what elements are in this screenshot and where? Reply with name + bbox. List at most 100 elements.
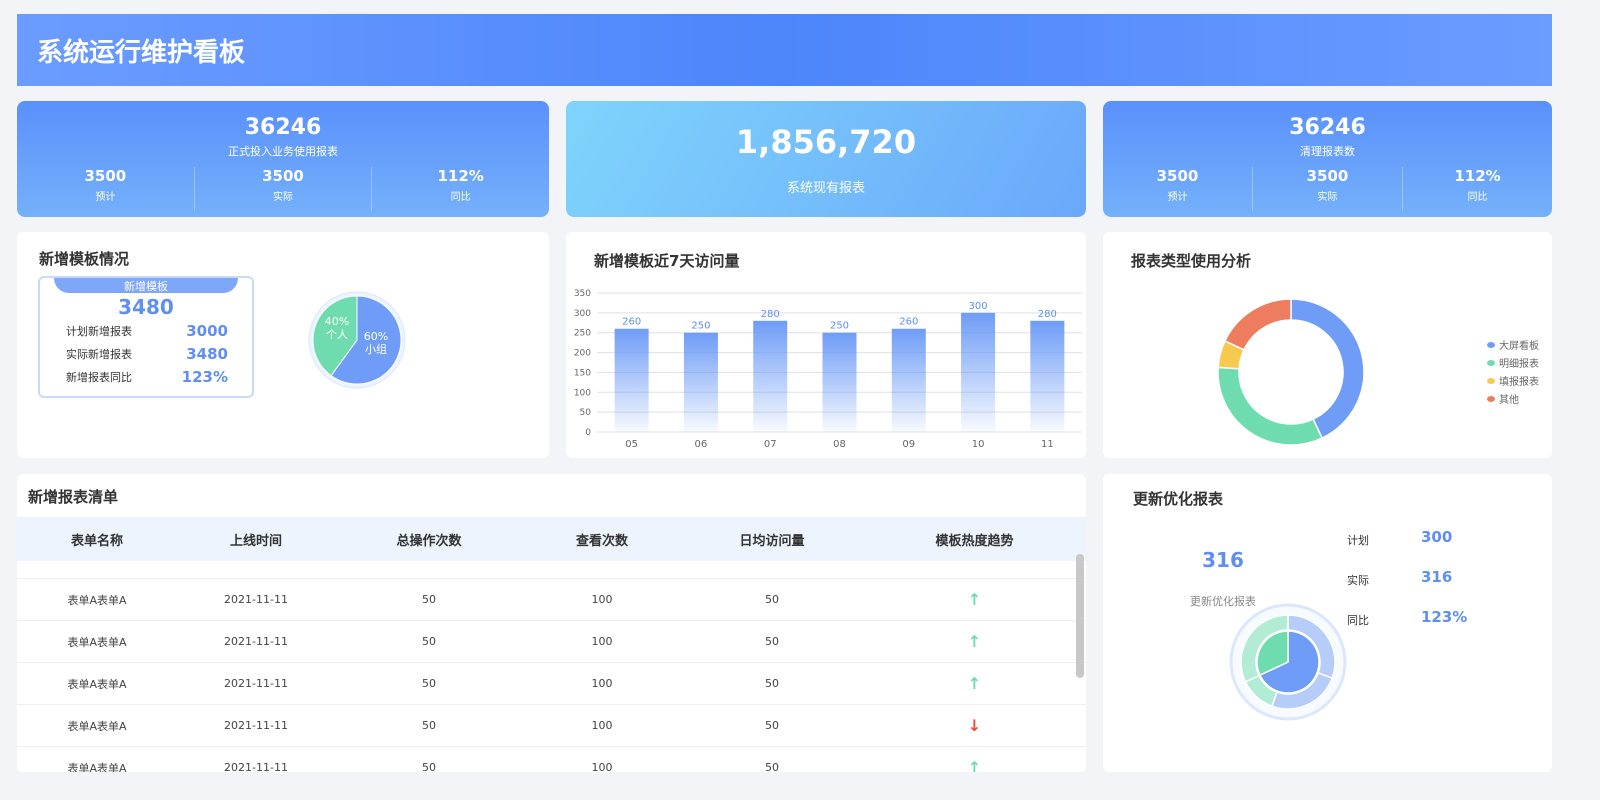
- bar-chart: 0 50 100 150 200 250 300 350 260 05 250 06 280 07 250 0…: [574, 289, 1082, 450]
- x-tick-label: 11: [1041, 439, 1054, 450]
- column-header[interactable]: 表单名称: [70, 533, 123, 549]
- x-tick-label: 08: [833, 439, 846, 450]
- table-scrollbar[interactable]: [1076, 554, 1084, 678]
- y-tick-label: 100: [574, 388, 591, 398]
- template-pie: 40%个人 60%小组: [308, 291, 406, 389]
- cell-ops: 50: [422, 593, 436, 606]
- bar-value-label: 280: [1038, 309, 1057, 320]
- cell-date: 2021-11-11: [224, 635, 288, 648]
- card-title: 新增模板情况: [39, 250, 130, 268]
- template-stat-row: 新增报表同比 123%: [66, 367, 228, 386]
- optimize-stat-value: 316: [1421, 568, 1453, 586]
- y-tick-label: 300: [574, 309, 591, 319]
- new-report-list-card: 新增报表清单 表单名称 上线时间 总操作次数 查看次数 日均访问量 模板热度趋势 表单A表…: [17, 474, 1086, 772]
- legend-marker: [1487, 342, 1495, 348]
- cell-name: 表单A表单A: [67, 761, 127, 773]
- page-title: 系统运行维护看板: [37, 38, 246, 68]
- cell-daily: 50: [765, 761, 779, 772]
- template-box: 新增模板 3480 计划新增报表 3000 实际新增报表 3480 新增报表同比 123%: [38, 276, 254, 398]
- legend-label: 大屏看板: [1499, 339, 1539, 352]
- cell-daily: 50: [765, 677, 779, 690]
- y-tick-label: 150: [574, 368, 591, 378]
- donut-slice: [1223, 298, 1292, 351]
- kpi-item: 3500 实际: [193, 167, 372, 211]
- kpi-item: 112% 同比: [371, 167, 549, 211]
- card-title: 新增报表清单: [28, 488, 119, 506]
- cell-views: 100: [591, 635, 613, 648]
- optimize-value: 316: [1202, 548, 1244, 572]
- table-row[interactable]: 表单A表单A 2021-11-11 50 100 50 ↑: [17, 621, 1086, 663]
- optimize-card: 更新优化报表 316 更新优化报表 计划 300 实际 316 同比 123%: [1103, 474, 1552, 772]
- bar-value-label: 280: [761, 309, 780, 320]
- column-header[interactable]: 模板热度趋势: [935, 533, 1014, 549]
- x-tick-label: 09: [902, 439, 915, 450]
- bar: [891, 328, 926, 432]
- bar-value-label: 260: [899, 317, 918, 328]
- column-header[interactable]: 上线时间: [229, 533, 282, 549]
- optimize-stat-value: 123%: [1421, 608, 1468, 626]
- cell-views: 100: [591, 677, 613, 690]
- cell-daily: 50: [765, 719, 779, 732]
- optimize-stat-label: 实际: [1347, 574, 1369, 587]
- y-tick-label: 250: [574, 329, 591, 339]
- template-stat-row: 计划新增报表 3000: [66, 321, 228, 340]
- card-title: 新增模板近7天访问量: [594, 252, 740, 270]
- table-row[interactable]: 表单A表单A 2021-11-11 50 100 50 ↑: [17, 579, 1086, 621]
- trend-up-icon: ↑: [967, 758, 982, 772]
- kpi-label: 系统现有报表: [786, 181, 865, 196]
- pie-label: 个人: [326, 328, 348, 341]
- kpi-label: 清理报表数: [1300, 145, 1355, 158]
- optimize-nested-pie: [1229, 603, 1347, 721]
- optimize-stat-label: 计划: [1347, 534, 1369, 547]
- cell-views: 100: [591, 719, 613, 732]
- y-tick-label: 0: [585, 428, 591, 438]
- new-template-card: 新增模板情况 新增模板 3480 计划新增报表 3000 实际新增报表 3480 新增报…: [17, 232, 549, 458]
- legend-label: 填报报表: [1499, 375, 1539, 388]
- card-title: 更新优化报表: [1133, 490, 1224, 508]
- kpi-value: 36246: [1289, 115, 1366, 140]
- table-header: 表单名称 上线时间 总操作次数 查看次数 日均访问量 模板热度趋势: [17, 517, 1086, 561]
- page-header: 系统运行维护看板: [17, 14, 1552, 86]
- cell-date: 2021-11-11: [224, 761, 288, 772]
- cell-date: 2021-11-11: [224, 593, 288, 606]
- cell-daily: 50: [765, 635, 779, 648]
- inner-pie-slice: [1256, 630, 1289, 677]
- bar: [961, 312, 996, 432]
- box-title: 新增模板: [54, 278, 238, 293]
- kpi-card-cleanup: 36246 清理报表数 3500 预计 3500 实际 112% 同比: [1103, 101, 1552, 217]
- kpi-item: 3500 预计: [84, 167, 127, 203]
- cell-name: 表单A表单A: [67, 593, 127, 607]
- trend-up-icon: ↑: [967, 674, 982, 693]
- table-row[interactable]: 表单A表单A 2021-11-11 50 100 50 ↓: [17, 705, 1086, 747]
- kpi-item: 3500 实际: [1252, 167, 1402, 211]
- inner-pie-slice: [1258, 630, 1320, 694]
- visits-chart-card: 新增模板近7天访问量 0 50 100 150 200 250 300 350 260 05 250…: [566, 232, 1086, 458]
- trend-down-icon: ↓: [967, 716, 982, 735]
- kpi-value: 1,856,720: [735, 123, 917, 161]
- kpi-label: 正式投入业务使用报表: [228, 145, 338, 158]
- cell-daily: 50: [765, 593, 779, 606]
- cell-date: 2021-11-11: [224, 677, 288, 690]
- cell-ops: 50: [422, 761, 436, 772]
- table-row[interactable]: 表单A表单A 2021-11-11 50 100 50 ↑: [17, 663, 1086, 705]
- cell-ops: 50: [422, 677, 436, 690]
- legend-marker: [1487, 378, 1495, 384]
- optimize-stat-value: 300: [1421, 528, 1453, 546]
- cell-name: 表单A表单A: [67, 635, 127, 649]
- pie-label: 60%: [364, 330, 388, 343]
- column-header[interactable]: 日均访问量: [739, 533, 805, 549]
- column-header[interactable]: 查看次数: [575, 533, 628, 549]
- cell-date: 2021-11-11: [224, 719, 288, 732]
- template-stat-row: 实际新增报表 3480: [66, 344, 228, 363]
- cell-views: 100: [591, 761, 613, 772]
- outer-ring-slice: [1240, 614, 1289, 683]
- x-tick-label: 10: [972, 439, 985, 450]
- column-header[interactable]: 总操作次数: [396, 533, 462, 549]
- optimize-stat-label: 同比: [1347, 614, 1369, 627]
- bar-value-label: 260: [622, 317, 641, 328]
- optimize-label: 更新优化报表: [1190, 595, 1256, 608]
- bar-value-label: 250: [830, 321, 849, 332]
- table-row[interactable]: 表单A表单A 2021-11-11 50 100 50 ↑: [17, 747, 1086, 772]
- pie-label: 40%: [325, 315, 349, 328]
- trend-up-icon: ↑: [967, 632, 982, 651]
